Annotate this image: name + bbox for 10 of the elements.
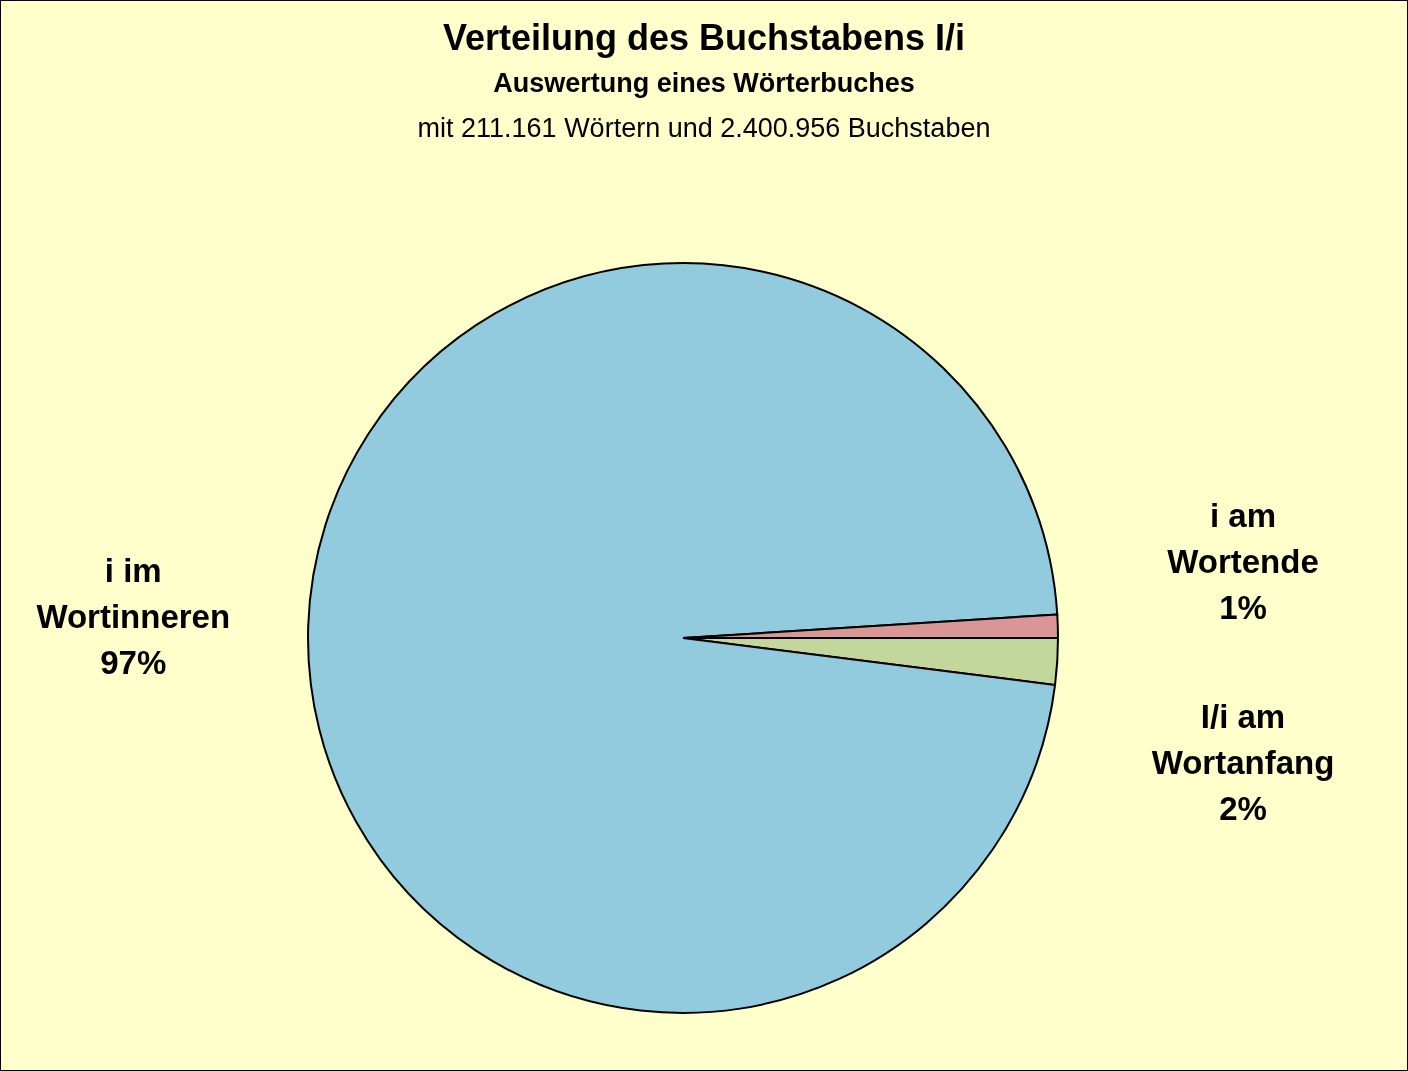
- slice-label: i am Wortende: [1167, 496, 1319, 580]
- data-label: 2%: [1219, 789, 1267, 827]
- data-label: 97%: [100, 643, 167, 681]
- text: mit 211.161 Wörtern und 2.400.956 Buchstaben: [416, 112, 992, 145]
- pie-slice: [307, 262, 1059, 1014]
- slice-label: I/i am Wortanfang: [1151, 697, 1335, 781]
- data-label: 1%: [1219, 588, 1267, 626]
- slice-label: i im Wortinneren: [36, 551, 231, 635]
- chart-subtitle: Auswertung eines Wörterbuches: [492, 67, 916, 100]
- chart-title: Verteilung des Buchstabens I/i: [441, 16, 967, 60]
